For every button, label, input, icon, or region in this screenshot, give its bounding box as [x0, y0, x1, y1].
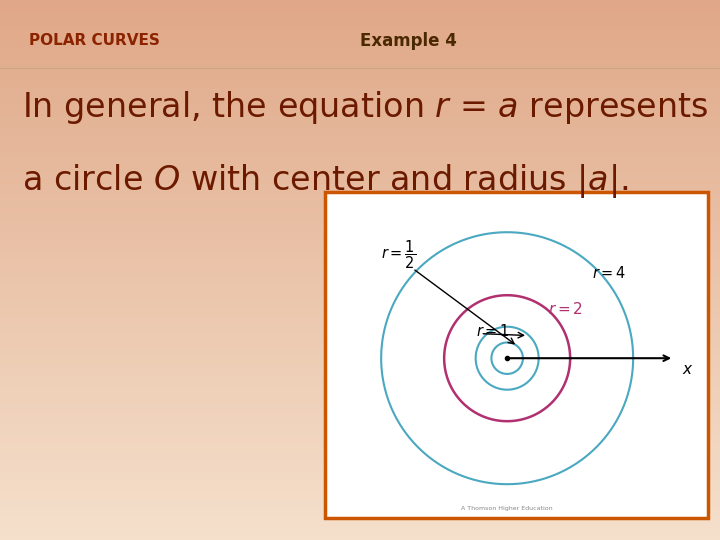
Bar [325, 192, 708, 518]
Text: A Thomson Higher Education: A Thomson Higher Education [462, 506, 553, 511]
Text: $r = 1$: $r = 1$ [476, 323, 510, 340]
Text: $r = 4$: $r = 4$ [592, 265, 626, 281]
Text: Example 4: Example 4 [360, 31, 457, 50]
Text: a circle $O$ with center and radius |$a$|.: a circle $O$ with center and radius |$a$… [22, 162, 629, 200]
Text: $r = 2$: $r = 2$ [548, 301, 583, 318]
Text: In general, the equation $r$ = $a$ represents: In general, the equation $r$ = $a$ repre… [22, 90, 708, 126]
Text: $x$: $x$ [682, 362, 693, 377]
Text: POLAR CURVES: POLAR CURVES [29, 33, 160, 48]
Text: $r = \dfrac{1}{2}$: $r = \dfrac{1}{2}$ [381, 238, 416, 271]
